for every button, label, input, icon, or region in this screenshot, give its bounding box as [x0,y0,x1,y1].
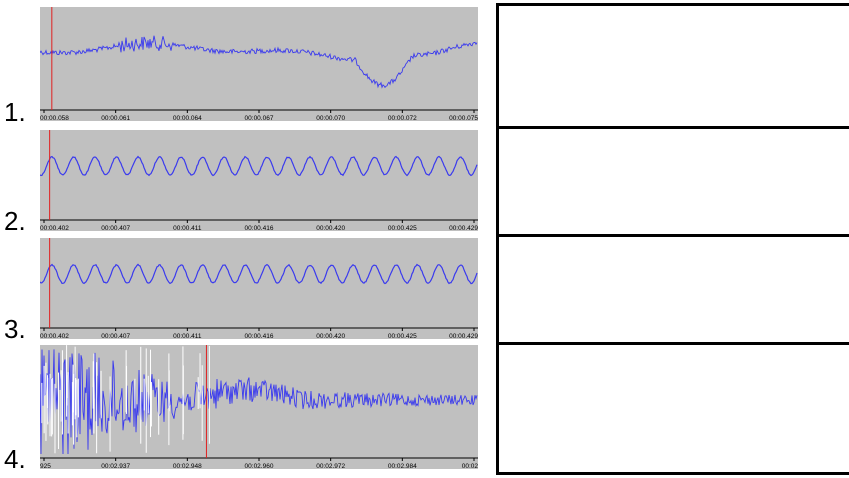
axis-tick-label: 00:00.429 [449,333,478,339]
waveform-plot-4[interactable]: 925 00:02.937 00:02.948 00:02.960 00:02.972 0… [40,345,478,469]
waveform-plot-1[interactable]: 00:00.058 00:00.061 00:00.064 00:00.067 00:0… [40,7,478,121]
axis-tick-label: 00:00.064 [173,115,202,121]
axis-tick-label: 00:00.058 [40,115,69,121]
table-row-4 [499,345,849,472]
axis-tick-label: 00:00.411 [173,225,202,231]
axis-tick-label: 00:00.416 [245,225,274,231]
axis-tick-label: 00:00.420 [316,333,345,339]
axis-tick-label: 00:00.075 [449,115,478,121]
waveform-trace [40,349,478,455]
axis-tick-label: 00:00.067 [245,115,274,121]
waveform-trace [40,263,478,285]
axis-tick-label: 00:00.072 [388,115,417,121]
axis-tick-label: 00:02.937 [101,463,130,469]
waveform-plot-3[interactable]: 00:00.402 00:00.407 00:00.411 00:00.416 00:0… [40,238,478,339]
axis-tick-label: 00:00.416 [245,333,274,339]
waveform-trace [40,35,478,89]
axis-tick-label: 00:02.972 [316,463,345,469]
waveform-panel-1[interactable]: 00:00.058 00:00.061 00:00.064 00:00.067 00:0… [40,7,478,121]
waveform-trace [40,155,478,177]
axis-tick-label: 00:02.984 [388,463,417,469]
axis-tick-label: 00:02.948 [173,463,202,469]
axis-tick-label: 00:00.402 [40,225,69,231]
axis-tick-label: 00:00.402 [40,333,69,339]
axis-tick-label: 00:00.407 [101,225,130,231]
axis-tick-label: 925 [40,463,51,469]
panel-number-4: 4. [4,444,26,474]
axis-tick-label: 00:00.420 [316,225,345,231]
table-row-2 [499,129,849,237]
table-row-3 [499,237,849,345]
axis-tick-label: 00:02 [462,463,478,469]
axis-tick-label: 00:00.070 [316,115,345,121]
waveform-panel-3[interactable]: 00:00.402 00:00.407 00:00.411 00:00.416 00:0… [40,238,478,339]
notes-table [496,3,849,475]
panel-number-2: 2. [4,206,26,236]
axis-tick-label: 00:02.960 [245,463,274,469]
axis-tick-label: 00:00.425 [388,333,417,339]
waveform-panel-2[interactable]: 00:00.402 00:00.407 00:00.411 00:00.416 00:0… [40,130,478,231]
panel-number-1: 1. [4,97,26,127]
panel-number-3: 3. [4,314,26,344]
axis-tick-label: 00:00.061 [101,115,130,121]
axis-tick-label: 00:00.425 [388,225,417,231]
waveform-panel-4[interactable]: 925 00:02.937 00:02.948 00:02.960 00:02.972 0… [40,345,478,469]
axis-tick-label: 00:00.407 [101,333,130,339]
table-row-1 [499,6,849,129]
axis-tick-label: 00:00.429 [449,225,478,231]
axis-tick-label: 00:00.411 [173,333,202,339]
waveform-plot-2[interactable]: 00:00.402 00:00.407 00:00.411 00:00.416 00:0… [40,130,478,231]
